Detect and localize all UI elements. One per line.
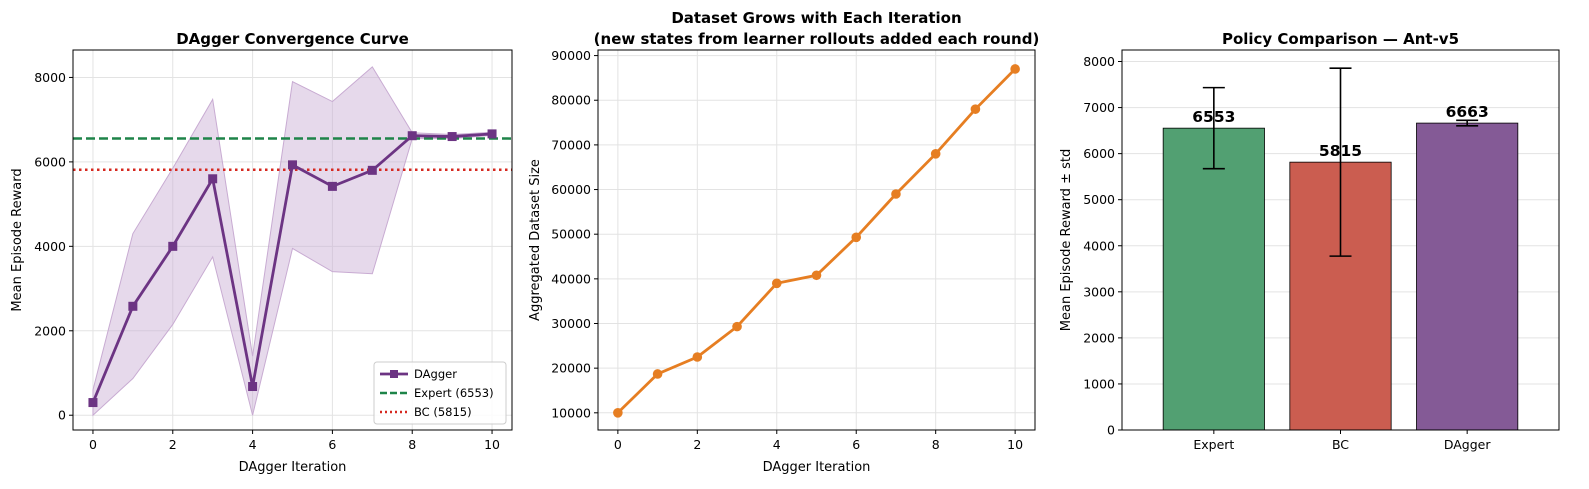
chart-1-data-point: [692, 352, 703, 362]
chart-1-data-point: [1010, 64, 1020, 74]
chart-2-y-tick-label: 8000: [1083, 54, 1115, 69]
chart-0-x-tick-label: 10: [484, 437, 500, 452]
chart-0-axes-frame: [72, 49, 513, 431]
chart-0-legend: DAgger Expert (6553) BC (5815): [373, 361, 507, 425]
chart-1-y-tick-label: 50000: [551, 227, 591, 242]
chart-2-bar: [1416, 122, 1519, 431]
chart-1-y-axis-label: Aggregated Dataset Size: [528, 159, 543, 321]
chart-2-title: Policy Comparison — Ant-v5: [1222, 30, 1459, 48]
chart-1-data-point: [851, 232, 862, 243]
chart-0-data-point: [248, 382, 258, 392]
chart-0-legend-label: DAgger: [414, 367, 457, 381]
chart-0-y-axis-label: Mean Episode Reward: [10, 168, 25, 311]
dataset-size-chart: 10000 20000 30000 40000 50000 60000 70000 80000…: [528, 9, 1039, 475]
chart-0-y-tick-label: 0: [58, 408, 66, 423]
chart-0-x-tick-label: 0: [89, 437, 97, 452]
chart-2-value-label: 6553: [1192, 108, 1235, 126]
policy-comparison-chart: 0 1000 2000 3000 4000 5000 6000 7000 8000 6553 Exp…: [1059, 30, 1560, 452]
convergence-chart: 0 2000 4000 6000 8000 0 2 4 6 8 10 DAgger Expert (65…: [10, 30, 513, 475]
chart-2-category-label: Expert: [1193, 437, 1234, 452]
chart-1-series-line: [616, 67, 1017, 414]
chart-1-data-point: [652, 369, 663, 379]
chart-1-y-tick-label: 70000: [551, 137, 591, 152]
chart-1-y-tick-label: 30000: [551, 316, 591, 331]
chart-0-legend-label: Expert (6553): [414, 386, 494, 400]
chart-0-x-tick-label: 6: [328, 437, 336, 452]
chart-0-data-point: [88, 398, 98, 408]
chart-1-x-tick-label: 8: [932, 437, 940, 452]
chart-1-y-tick-label: 80000: [551, 93, 591, 108]
chart-1-title: Dataset Grows with Each Iteration: [671, 9, 961, 27]
chart-0-data-point: [407, 131, 417, 141]
chart-1-y-tick-label: 20000: [551, 361, 591, 376]
chart-0-y-tick-label: 2000: [34, 323, 66, 338]
chart-1-y-tick-label: 40000: [551, 271, 591, 286]
chart-0-data-point: [367, 165, 377, 175]
chart-0-legend-marker: [390, 370, 398, 378]
chart-2-y-axis-label: Mean Episode Reward ± std: [1059, 149, 1074, 331]
chart-0-data-point: [327, 181, 337, 191]
chart-2-y-tick-label: 7000: [1083, 100, 1115, 115]
chart-0-x-tick-label: 8: [408, 437, 416, 452]
chart-1-axes-frame: [597, 49, 1036, 431]
chart-2-y-tick-label: 2000: [1083, 330, 1115, 345]
chart-0-x-axis-label: DAgger Iteration: [239, 460, 347, 475]
chart-0-data-point: [128, 301, 138, 311]
chart-1-x-tick-label: 2: [693, 437, 701, 452]
chart-2-y-tick-label: 4000: [1083, 238, 1115, 253]
chart-0-data-point: [447, 132, 457, 142]
chart-0-y-tick-label: 6000: [34, 154, 66, 169]
chart-0-data-point: [288, 160, 297, 170]
chart-2-value-label: 6663: [1446, 103, 1489, 121]
chart-1-x-tick-label: 10: [1007, 437, 1023, 452]
chart-1-data-point: [613, 408, 623, 418]
chart-2-y-tick-label: 3000: [1083, 284, 1115, 299]
chart-0-data-point: [208, 174, 218, 184]
chart-1-x-tick-label: 6: [852, 437, 860, 452]
chart-0-y-tick-label: 8000: [34, 70, 66, 85]
chart-2-y-tick-label: 1000: [1083, 376, 1115, 391]
chart-1-data-point: [811, 270, 822, 281]
chart-2-category-label: DAgger: [1444, 437, 1492, 452]
chart-0-legend-box: [373, 361, 507, 425]
chart-0-y-tick-label: 4000: [34, 239, 66, 254]
chart-0-data-point: [168, 241, 178, 251]
chart-2-value-label: 5815: [1319, 142, 1362, 160]
chart-1-subtitle: (new states from learner rollouts added …: [594, 30, 1040, 48]
chart-1-data-point: [771, 278, 782, 289]
chart-1-x-tick-label: 0: [614, 437, 622, 452]
chart-1-data-point: [891, 189, 901, 199]
chart-2-bar: [1162, 127, 1265, 431]
chart-2-y-tick-label: 0: [1107, 423, 1115, 438]
chart-1-x-axis-label: DAgger Iteration: [763, 460, 871, 475]
chart-0-legend-label: BC (5815): [414, 405, 472, 419]
chart-1-data-point: [930, 149, 941, 159]
chart-0-data-point: [487, 129, 497, 139]
chart-1-y-tick-label: 10000: [551, 405, 591, 420]
chart-1-y-tick-label: 90000: [551, 48, 591, 63]
chart-1-data-point: [732, 321, 742, 332]
chart-1-y-tick-label: 60000: [551, 182, 591, 197]
chart-2-y-tick-label: 6000: [1083, 146, 1115, 161]
chart-0-title: DAgger Convergence Curve: [176, 30, 409, 48]
chart-0-x-tick-label: 2: [169, 437, 177, 452]
chart-2-category-label: BC: [1332, 437, 1349, 452]
chart-0-x-tick-label: 4: [249, 437, 257, 452]
chart-1-x-tick-label: 4: [773, 437, 781, 452]
chart-2-axes-frame: [1121, 49, 1560, 431]
chart-1-data-point: [970, 104, 981, 114]
chart-2-y-tick-label: 5000: [1083, 192, 1115, 207]
